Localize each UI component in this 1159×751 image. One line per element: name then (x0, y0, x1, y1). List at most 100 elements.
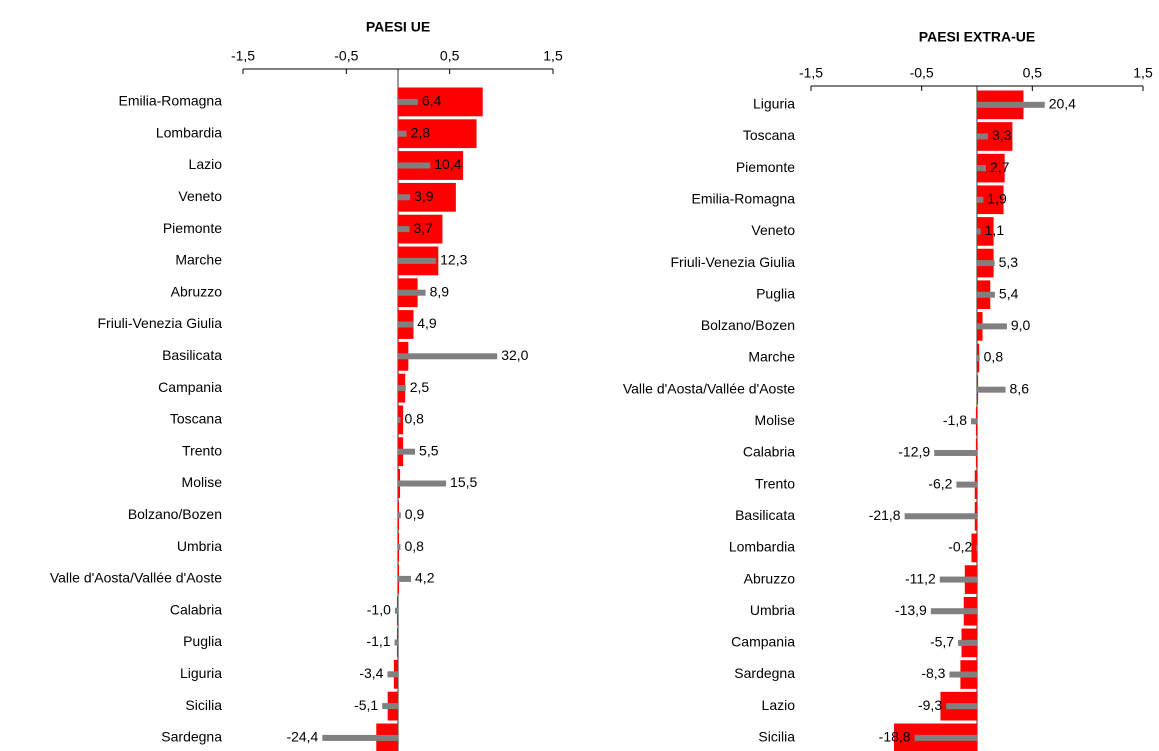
growth-bar (398, 162, 431, 169)
growth-bar (934, 449, 977, 456)
value-label: -6,2 (928, 475, 952, 491)
value-label: 8,6 (1010, 380, 1030, 396)
category-label: Umbria (750, 602, 795, 618)
category-label: Lombardia (156, 124, 222, 140)
growth-bar (398, 321, 414, 328)
category-label: Umbria (177, 538, 222, 554)
category-label: Sicilia (185, 697, 222, 713)
value-label: -9,3 (918, 697, 942, 713)
value-label: -24,4 (286, 729, 318, 745)
value-label: -5,1 (354, 697, 378, 713)
category-label: Basilicata (735, 507, 795, 523)
value-label: 10,4 (434, 156, 461, 172)
category-label: Lazio (189, 156, 223, 172)
category-label: Bolzano/Bozen (128, 506, 222, 522)
category-label: Marche (748, 349, 795, 365)
growth-bar (398, 130, 407, 137)
category-label: Campania (731, 634, 795, 650)
category-label: Toscana (743, 127, 795, 143)
value-label: 1,9 (987, 190, 1007, 206)
category-label: Calabria (743, 444, 795, 460)
growth-bar (977, 133, 988, 140)
chart-title: PAESI EXTRA-UE (919, 29, 1035, 45)
growth-bar (977, 260, 995, 267)
growth-bar (956, 481, 977, 488)
value-label: 5,3 (999, 254, 1019, 270)
growth-bar (398, 226, 410, 233)
growth-bar (977, 165, 986, 172)
growth-bar (394, 607, 398, 614)
x-tick-label: 0,5 (1023, 65, 1043, 81)
growth-bar (398, 194, 411, 201)
category-label: Friuli-Venezia Giulia (98, 315, 223, 331)
category-label: Emilia-Romagna (692, 190, 796, 206)
value-label: 5,4 (999, 285, 1019, 301)
growth-bar (971, 418, 977, 425)
growth-bar (977, 323, 1007, 330)
value-label: -1,8 (943, 412, 967, 428)
value-label: 15,5 (450, 474, 477, 490)
value-label: 0,8 (404, 538, 424, 554)
value-label: -1,1 (366, 633, 390, 649)
x-tick-label: -1,5 (231, 48, 255, 64)
category-label: Sicilia (758, 729, 795, 745)
x-tick-label: 1,5 (543, 48, 563, 64)
chart-title: PAESI UE (366, 19, 430, 35)
growth-bar (398, 416, 401, 423)
growth-bar (914, 734, 977, 741)
growth-bar (398, 544, 401, 551)
growth-bar (398, 512, 401, 519)
value-label: 32,0 (501, 347, 528, 363)
value-label: -0,2 (948, 539, 972, 555)
category-label: Campania (158, 379, 222, 395)
category-label: Molise (182, 474, 223, 490)
growth-bar (398, 289, 426, 296)
growth-bar (977, 386, 1006, 393)
bar (398, 119, 477, 149)
value-label: 3,9 (414, 188, 434, 204)
category-label: Valle d'Aosta/Vallée d'Aoste (50, 570, 222, 586)
category-label: Friuli-Venezia Giulia (671, 254, 796, 270)
value-label: -8,3 (921, 665, 945, 681)
category-label: Puglia (183, 633, 222, 649)
growth-bar (398, 480, 447, 487)
category-label: Valle d'Aosta/Vallée d'Aoste (623, 380, 795, 396)
category-label: Piemonte (736, 159, 795, 175)
value-label: 2,7 (990, 159, 1010, 175)
category-label: Veneto (178, 188, 222, 204)
category-label: Veneto (751, 222, 795, 238)
value-label: -13,9 (895, 602, 927, 618)
value-label: 5,5 (419, 442, 439, 458)
value-label: 1,1 (985, 222, 1005, 238)
value-label: 8,9 (430, 283, 450, 299)
growth-bar (382, 703, 398, 710)
category-label: Toscana (170, 411, 222, 427)
category-label: Liguria (753, 96, 795, 112)
category-label: Marche (175, 252, 222, 268)
category-label: Emilia-Romagna (119, 93, 223, 109)
value-label: 0,8 (404, 411, 424, 427)
value-label: 0,8 (984, 349, 1004, 365)
growth-bar (946, 703, 977, 710)
value-label: -12,9 (898, 444, 930, 460)
value-label: 2,5 (410, 379, 430, 395)
category-label: Sardegna (734, 665, 795, 681)
value-label: -3,4 (359, 665, 383, 681)
growth-bar (977, 196, 984, 203)
category-label: Sardegna (161, 729, 222, 745)
value-label: -18,8 (879, 729, 911, 745)
x-tick-label: -1,5 (799, 65, 823, 81)
bar (977, 217, 994, 246)
value-label: 12,3 (440, 252, 467, 268)
growth-bar (977, 101, 1045, 108)
x-tick-label: 0,5 (440, 48, 460, 64)
category-label: Lombardia (729, 539, 795, 555)
value-label: -21,8 (869, 507, 901, 523)
growth-bar (398, 98, 418, 105)
growth-bar (939, 576, 977, 583)
growth-bar (398, 257, 437, 264)
value-label: -11,2 (905, 570, 936, 586)
category-label: Bolzano/Bozen (701, 317, 795, 333)
category-label: Puglia (756, 285, 795, 301)
